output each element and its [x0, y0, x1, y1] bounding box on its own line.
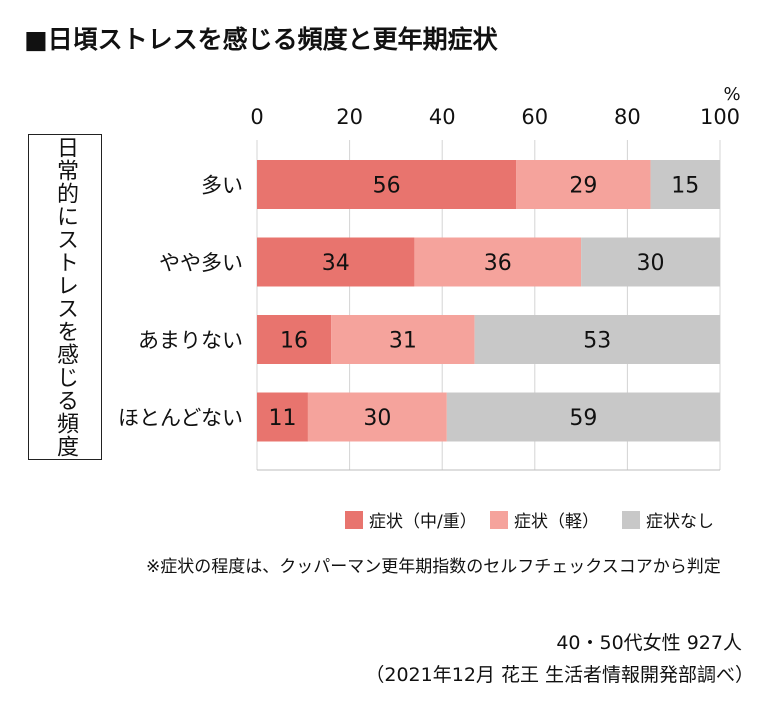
y-axis-label: 日常的にストレスを感じる頻度 [53, 136, 78, 458]
x-tick-label: 60 [521, 105, 548, 129]
data-label: 11 [268, 406, 296, 431]
category-label: 多い [201, 174, 243, 198]
data-label: 36 [484, 251, 512, 276]
bar-segment [257, 237, 415, 287]
x-tick-label: 0 [250, 105, 263, 129]
x-tick-label: 80 [614, 105, 641, 129]
bar-segment [446, 392, 720, 442]
data-label: 16 [280, 329, 308, 354]
footnote: ※症状の程度は、クッパーマン更年期指数のセルフチェックスコアから判定 [146, 557, 721, 577]
legend-label: 症状（中/重） [369, 512, 477, 532]
data-label: 30 [637, 251, 665, 276]
data-label: 34 [322, 251, 350, 276]
chart-title: ■日頃ストレスを感じる頻度と更年期症状 [24, 25, 498, 54]
legend-swatch [490, 511, 508, 529]
x-tick-label: 100 [700, 105, 740, 129]
bar-segment [331, 315, 475, 364]
x-tick-label: 20 [336, 105, 363, 129]
data-label: 59 [569, 406, 597, 431]
bar-segment [581, 237, 720, 287]
bar-segment [257, 392, 308, 442]
data-label: 56 [373, 174, 401, 199]
x-axis-unit: % [723, 84, 740, 105]
x-tick-label: 40 [429, 105, 456, 129]
data-label: 31 [389, 329, 417, 354]
data-label: 15 [671, 174, 699, 199]
bar-segment [414, 237, 582, 287]
bar-segment [650, 160, 720, 209]
bar-segment [516, 160, 651, 209]
legend-swatch [345, 511, 363, 529]
legend-swatch [622, 511, 640, 529]
legend-label: 症状（軽） [514, 512, 599, 532]
bar-segment [474, 315, 720, 364]
category-label: あまりない [138, 329, 243, 353]
category-label: やや多い [159, 251, 243, 275]
data-label: 30 [363, 406, 391, 431]
data-label: 53 [583, 329, 611, 354]
sample-info: 40・50代女性 927人 [556, 632, 742, 654]
bar-segment [257, 160, 517, 209]
category-label: ほとんどない [118, 406, 243, 430]
y-axis-label-box: 日常的にストレスを感じる頻度 [28, 134, 102, 460]
data-label: 29 [569, 174, 597, 199]
bar-segment [307, 392, 447, 442]
bar-segment [257, 315, 332, 364]
legend-label: 症状なし [646, 512, 714, 532]
source-info: （2021年12月 花王 生活者情報開発部調べ） [365, 664, 754, 686]
